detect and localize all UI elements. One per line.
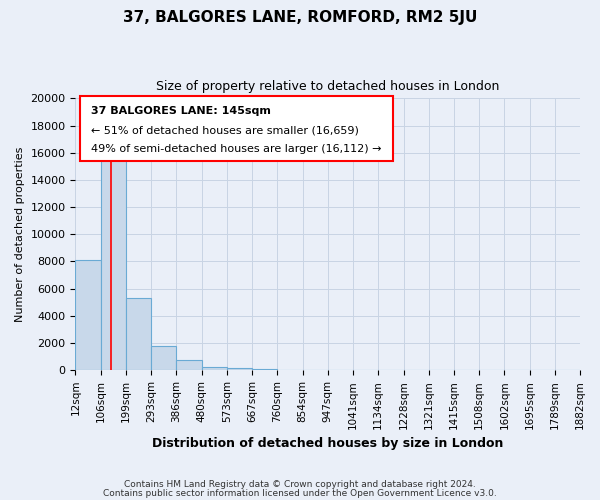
Y-axis label: Number of detached properties: Number of detached properties — [15, 146, 25, 322]
Text: 37 BALGORES LANE: 145sqm: 37 BALGORES LANE: 145sqm — [91, 106, 271, 117]
Bar — [151, 346, 176, 370]
Bar — [126, 298, 151, 370]
Text: 37, BALGORES LANE, ROMFORD, RM2 5JU: 37, BALGORES LANE, ROMFORD, RM2 5JU — [123, 10, 477, 25]
Bar — [176, 360, 202, 370]
Bar — [202, 367, 227, 370]
Text: Contains HM Land Registry data © Crown copyright and database right 2024.: Contains HM Land Registry data © Crown c… — [124, 480, 476, 489]
Text: Contains public sector information licensed under the Open Government Licence v3: Contains public sector information licen… — [103, 490, 497, 498]
Text: 49% of semi-detached houses are larger (16,112) →: 49% of semi-detached houses are larger (… — [91, 144, 381, 154]
Bar — [101, 144, 126, 370]
X-axis label: Distribution of detached houses by size in London: Distribution of detached houses by size … — [152, 437, 503, 450]
Bar — [252, 369, 277, 370]
Bar — [227, 368, 252, 370]
Bar — [76, 260, 101, 370]
Title: Size of property relative to detached houses in London: Size of property relative to detached ho… — [156, 80, 499, 93]
FancyBboxPatch shape — [80, 96, 393, 161]
Text: ← 51% of detached houses are smaller (16,659): ← 51% of detached houses are smaller (16… — [91, 125, 358, 135]
